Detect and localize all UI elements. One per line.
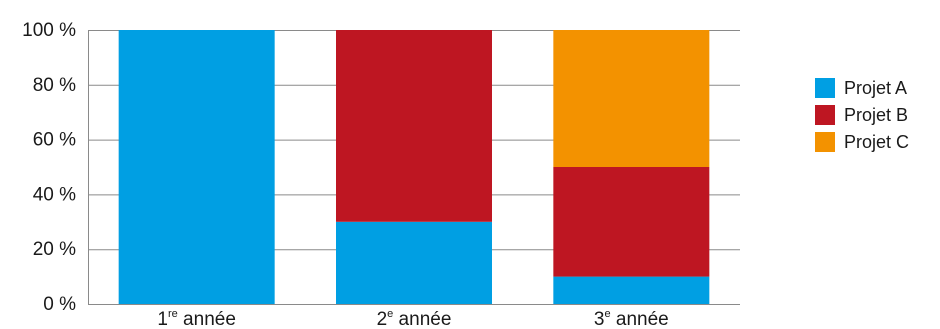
y-tick-label: 100 %	[22, 20, 76, 41]
bar-segment	[336, 30, 492, 222]
legend-swatch	[815, 78, 835, 98]
legend-swatch	[815, 105, 835, 125]
x-tick-label: 2e année	[377, 308, 452, 329]
legend-swatch	[815, 132, 835, 152]
x-tick-label: 1re année	[157, 308, 235, 329]
bars	[118, 30, 710, 304]
legend-label: Projet C	[844, 132, 909, 152]
bar-segment	[553, 167, 710, 277]
x-tick-label: 3e année	[594, 308, 669, 329]
bar-segment	[336, 221, 492, 304]
x-axis: 1re année 2e année 3e année	[157, 308, 668, 329]
y-tick-label: 0 %	[43, 294, 76, 315]
y-axis: 0 % 20 % 40 % 60 % 80 % 100 %	[22, 20, 89, 315]
y-tick-label: 40 %	[33, 184, 76, 205]
bar-segment	[118, 30, 275, 304]
bar-segment	[553, 276, 710, 304]
legend: Projet A Projet B Projet C	[815, 78, 909, 152]
y-tick-label: 20 %	[33, 239, 76, 260]
y-tick-label: 60 %	[33, 130, 76, 151]
legend-label: Projet A	[844, 78, 907, 98]
bar-segment	[553, 30, 710, 167]
y-tick-label: 80 %	[33, 75, 76, 96]
legend-label: Projet B	[844, 105, 908, 125]
